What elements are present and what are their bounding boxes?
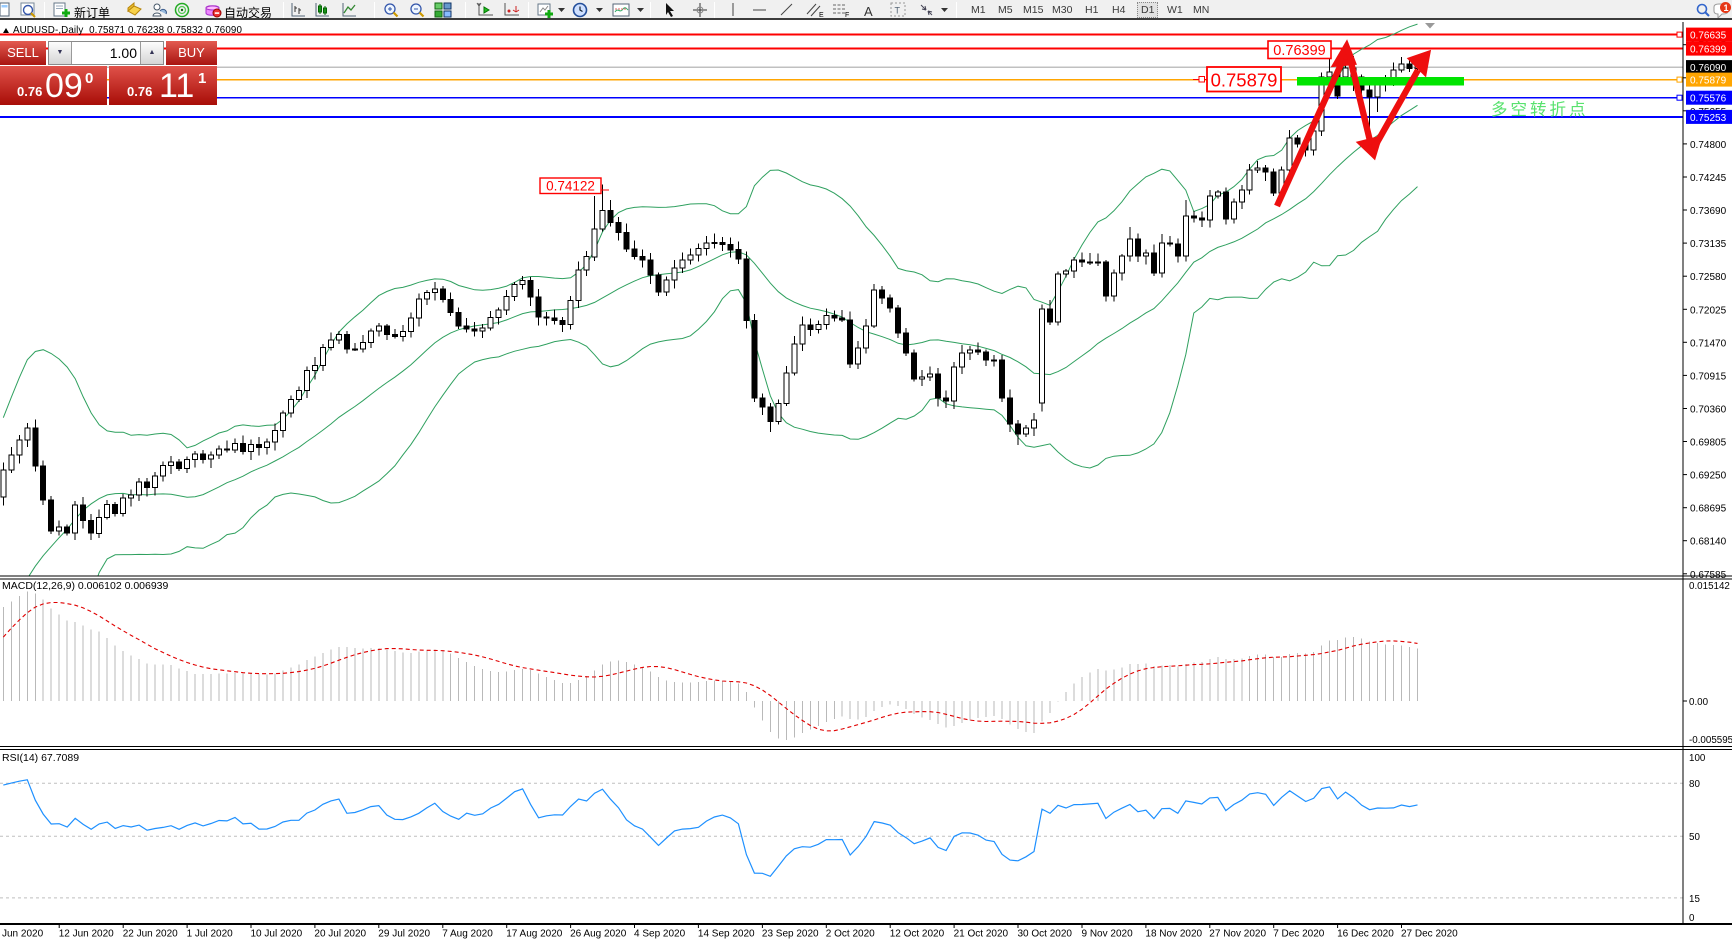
svg-text:10 Jul 2020: 10 Jul 2020 xyxy=(251,929,303,940)
svg-text:0.76399: 0.76399 xyxy=(1690,45,1727,56)
svg-text:0.74800: 0.74800 xyxy=(1690,140,1727,151)
svg-text:22 Jun 2020: 22 Jun 2020 xyxy=(123,929,178,940)
svg-text:0.74122: 0.74122 xyxy=(546,179,595,194)
svg-text:0.75576: 0.75576 xyxy=(1690,94,1727,105)
svg-text:23 Sep 2020: 23 Sep 2020 xyxy=(762,929,819,940)
svg-text:100: 100 xyxy=(1689,753,1706,764)
svg-text:Jun 2020: Jun 2020 xyxy=(2,929,44,940)
svg-text:0.75879: 0.75879 xyxy=(1690,76,1727,87)
svg-text:30 Oct 2020: 30 Oct 2020 xyxy=(1018,929,1073,940)
svg-text:0.76399: 0.76399 xyxy=(1273,43,1325,59)
svg-text:27 Nov 2020: 27 Nov 2020 xyxy=(1209,929,1266,940)
svg-text:0.00: 0.00 xyxy=(1689,697,1709,708)
svg-text:0.75879: 0.75879 xyxy=(1211,70,1278,91)
svg-text:0.67585: 0.67585 xyxy=(1690,570,1727,581)
svg-text:0.74245: 0.74245 xyxy=(1690,173,1727,184)
svg-text:0.71470: 0.71470 xyxy=(1690,338,1727,349)
svg-text:2 Oct 2020: 2 Oct 2020 xyxy=(826,929,875,940)
svg-text:0.72580: 0.72580 xyxy=(1690,272,1727,283)
svg-text:0.72025: 0.72025 xyxy=(1690,305,1727,316)
svg-text:7 Dec 2020: 7 Dec 2020 xyxy=(1273,929,1325,940)
svg-text:0.69805: 0.69805 xyxy=(1690,438,1727,449)
svg-text:29 Jul 2020: 29 Jul 2020 xyxy=(378,929,430,940)
svg-text:17 Aug 2020: 17 Aug 2020 xyxy=(506,929,563,940)
svg-text:MACD(12,26,9) 0.006102 0.00693: MACD(12,26,9) 0.006102 0.006939 xyxy=(2,580,169,592)
svg-text:4 Sep 2020: 4 Sep 2020 xyxy=(634,929,686,940)
svg-text:-0.005595: -0.005595 xyxy=(1689,735,1732,746)
svg-text:F: F xyxy=(845,12,849,18)
svg-text:T: T xyxy=(895,6,901,16)
svg-text:26 Aug 2020: 26 Aug 2020 xyxy=(570,929,627,940)
svg-text:18 Nov 2020: 18 Nov 2020 xyxy=(1145,929,1202,940)
svg-text:0.015142: 0.015142 xyxy=(1689,581,1730,592)
svg-text:12 Oct 2020: 12 Oct 2020 xyxy=(890,929,945,940)
svg-text:0.70915: 0.70915 xyxy=(1690,371,1727,382)
svg-text:0.70360: 0.70360 xyxy=(1690,405,1727,416)
svg-text:多空转折点: 多空转折点 xyxy=(1491,100,1589,119)
svg-text:0.76090: 0.76090 xyxy=(1690,63,1727,74)
svg-text:12 Jun 2020: 12 Jun 2020 xyxy=(59,929,114,940)
svg-text:0.68695: 0.68695 xyxy=(1690,504,1727,515)
svg-text:1: 1 xyxy=(1724,3,1729,13)
svg-text:E: E xyxy=(819,12,824,18)
svg-text:21 Oct 2020: 21 Oct 2020 xyxy=(954,929,1009,940)
svg-text:0.76635: 0.76635 xyxy=(1690,31,1727,42)
svg-text:0: 0 xyxy=(1689,913,1695,924)
svg-text:20 Jul 2020: 20 Jul 2020 xyxy=(314,929,366,940)
svg-text:1 Jul 2020: 1 Jul 2020 xyxy=(187,929,234,940)
svg-text:14 Sep 2020: 14 Sep 2020 xyxy=(698,929,755,940)
svg-text:15: 15 xyxy=(1689,894,1700,905)
svg-text:7 Aug 2020: 7 Aug 2020 xyxy=(442,929,493,940)
svg-text:RSI(14) 67.7089: RSI(14) 67.7089 xyxy=(2,752,79,764)
svg-text:0.75253: 0.75253 xyxy=(1690,113,1727,124)
svg-text:0.68140: 0.68140 xyxy=(1690,537,1727,548)
svg-text:80: 80 xyxy=(1689,779,1700,790)
svg-text:0.73690: 0.73690 xyxy=(1690,206,1727,217)
svg-text:0.73135: 0.73135 xyxy=(1690,239,1727,250)
svg-text:27 Dec 2020: 27 Dec 2020 xyxy=(1401,929,1458,940)
svg-text:50: 50 xyxy=(1689,832,1700,843)
svg-text:9 Nov 2020: 9 Nov 2020 xyxy=(1082,929,1134,940)
svg-text:16 Dec 2020: 16 Dec 2020 xyxy=(1337,929,1394,940)
svg-text:0.69250: 0.69250 xyxy=(1690,471,1727,482)
